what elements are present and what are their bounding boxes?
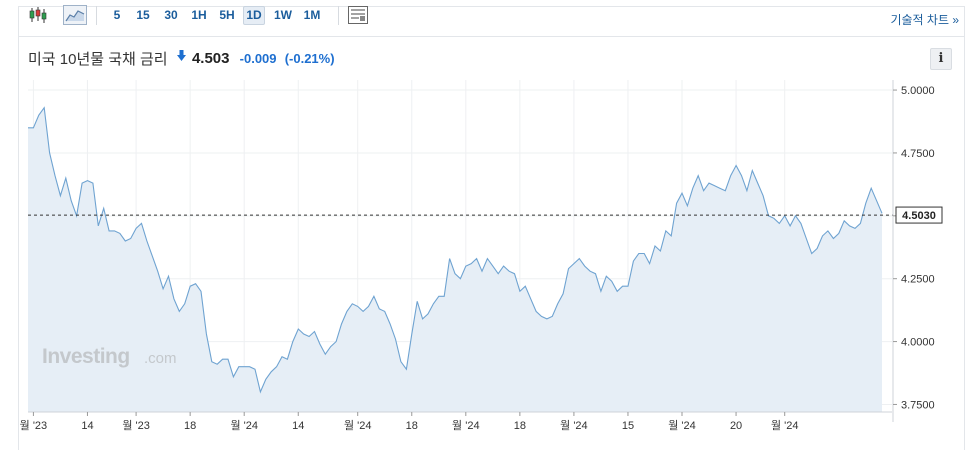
technical-chart-link[interactable]: 기술적 차트 » — [890, 13, 959, 27]
x-tick-label: 월 '24 — [771, 419, 799, 432]
down-arrow-icon — [176, 50, 186, 62]
quote-header: 미국 10년물 국채 금리 4.503 -0.009 (-0.21%) — [28, 48, 335, 68]
toolbar-separator — [96, 6, 97, 25]
x-tick-label: 월 '23 — [122, 419, 150, 432]
period-1w[interactable]: 1W — [274, 8, 292, 22]
x-tick-label: 20 — [730, 420, 742, 432]
x-tick-label: 월 '24 — [452, 419, 480, 432]
y-tick-label: 3.7500 — [901, 399, 935, 411]
info-button[interactable]: i — [930, 48, 952, 70]
period-1m[interactable]: 1M — [303, 8, 321, 22]
current-price-label: 4.5030 — [902, 210, 936, 222]
x-tick-label: 월 '24 — [230, 419, 258, 432]
period-30[interactable]: 30 — [164, 8, 178, 22]
watermark-brand: Investing — [42, 345, 130, 368]
x-tick-label: 15 — [622, 420, 634, 432]
y-tick-label: 5.0000 — [901, 85, 935, 97]
chart-toolbar — [18, 6, 965, 37]
period-1d[interactable]: 1D — [243, 6, 265, 25]
candlestick-icon[interactable] — [27, 5, 49, 25]
x-tick-label: 월 '24 — [344, 419, 372, 432]
indicator-panel-icon[interactable] — [347, 5, 369, 25]
x-tick-label: 14 — [292, 420, 304, 432]
period-5h[interactable]: 5H — [219, 8, 235, 22]
x-tick-label: 18 — [184, 420, 196, 432]
period-5[interactable]: 5 — [113, 8, 121, 22]
x-tick-label: 18 — [406, 420, 418, 432]
period-1h[interactable]: 1H — [191, 8, 207, 22]
x-axis: 월 '23 14 월 '23 18 월 '24 14 월 '24 18 월 '24 18 월 '24… — [20, 411, 892, 432]
last-price: 4.503 — [191, 50, 230, 67]
y-tick-label: 4.7500 — [901, 148, 935, 160]
current-price-tag-box — [895, 206, 943, 224]
price-area-fill — [28, 107, 882, 412]
price-change: -0.009 — [239, 51, 277, 66]
instrument-name: 미국 10년물 국채 금리 — [28, 51, 168, 68]
area-chart-icon[interactable] — [63, 5, 87, 25]
current-price-tag: 4.5030 — [895, 206, 943, 224]
investing-watermark: Investing .com — [42, 345, 177, 368]
price-line — [28, 106, 883, 394]
watermark-suffix: .com — [144, 350, 177, 367]
chart-frame — [18, 6, 965, 450]
x-tick-label: 14 — [81, 420, 93, 432]
y-tick-label: 4.2500 — [901, 274, 935, 286]
y-axis: 5.0000 4.7500 4.2500 4.0000 3.7500 — [892, 80, 935, 422]
price-change-percent: (-0.21%) — [284, 51, 335, 66]
period-15[interactable]: 15 — [136, 8, 150, 22]
y-tick-label: 4.0000 — [901, 337, 935, 349]
x-tick-label: 18 — [514, 420, 526, 432]
x-tick-label: 월 '24 — [668, 419, 696, 432]
x-tick-label: 월 '24 — [560, 419, 588, 432]
toolbar-separator — [338, 6, 339, 25]
x-tick-label: 월 '23 — [20, 419, 48, 432]
